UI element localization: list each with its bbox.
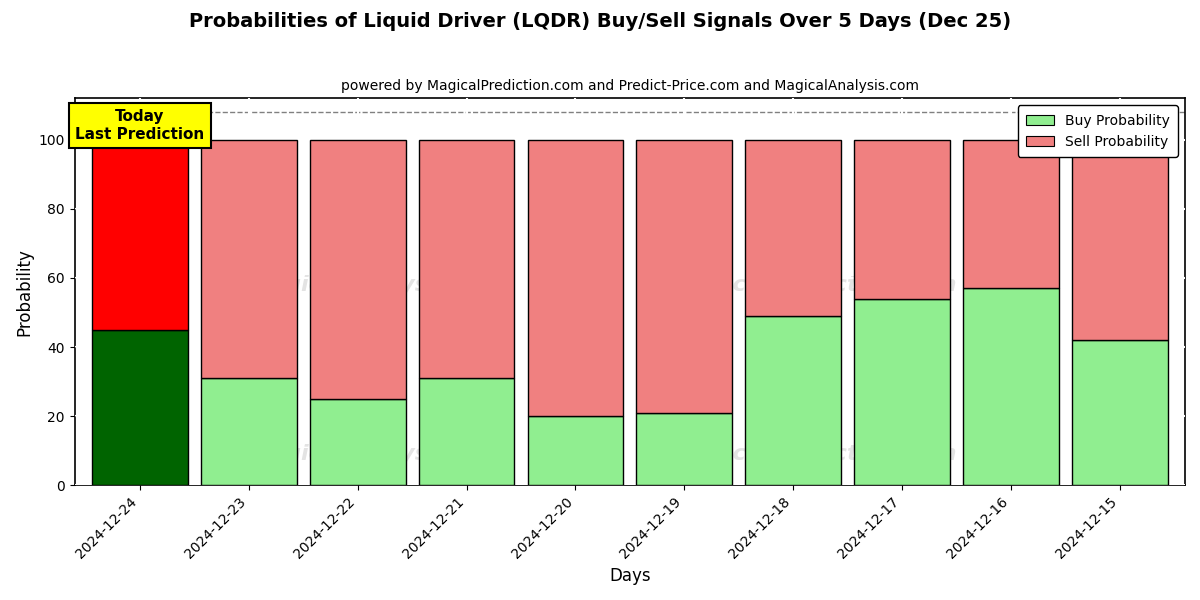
Bar xyxy=(528,140,623,416)
Bar xyxy=(636,140,732,413)
Text: Today
Last Prediction: Today Last Prediction xyxy=(76,109,204,142)
Bar xyxy=(92,140,188,330)
Bar xyxy=(854,140,950,299)
X-axis label: Days: Days xyxy=(610,567,650,585)
Bar xyxy=(92,330,188,485)
Legend: Buy Probability, Sell Probability: Buy Probability, Sell Probability xyxy=(1018,105,1178,157)
Bar xyxy=(200,140,296,378)
Text: MagicalAnalysis.com: MagicalAnalysis.com xyxy=(248,275,510,295)
Bar xyxy=(1072,340,1168,485)
Bar xyxy=(962,288,1058,485)
Bar xyxy=(745,140,841,316)
Bar xyxy=(745,316,841,485)
Text: MagicalAnalysis.com: MagicalAnalysis.com xyxy=(248,444,510,464)
Bar xyxy=(962,140,1058,288)
Text: MagicalPrediction.com: MagicalPrediction.com xyxy=(673,275,958,295)
Bar xyxy=(636,413,732,485)
Bar xyxy=(528,416,623,485)
Text: Probabilities of Liquid Driver (LQDR) Buy/Sell Signals Over 5 Days (Dec 25): Probabilities of Liquid Driver (LQDR) Bu… xyxy=(188,12,1012,31)
Title: powered by MagicalPrediction.com and Predict-Price.com and MagicalAnalysis.com: powered by MagicalPrediction.com and Pre… xyxy=(341,79,919,93)
Bar xyxy=(310,399,406,485)
Bar xyxy=(419,378,515,485)
Bar xyxy=(419,140,515,378)
Y-axis label: Probability: Probability xyxy=(16,248,34,335)
Bar xyxy=(1072,140,1168,340)
Bar xyxy=(854,299,950,485)
Bar xyxy=(200,378,296,485)
Text: MagicalPrediction.com: MagicalPrediction.com xyxy=(673,444,958,464)
Bar xyxy=(310,140,406,399)
